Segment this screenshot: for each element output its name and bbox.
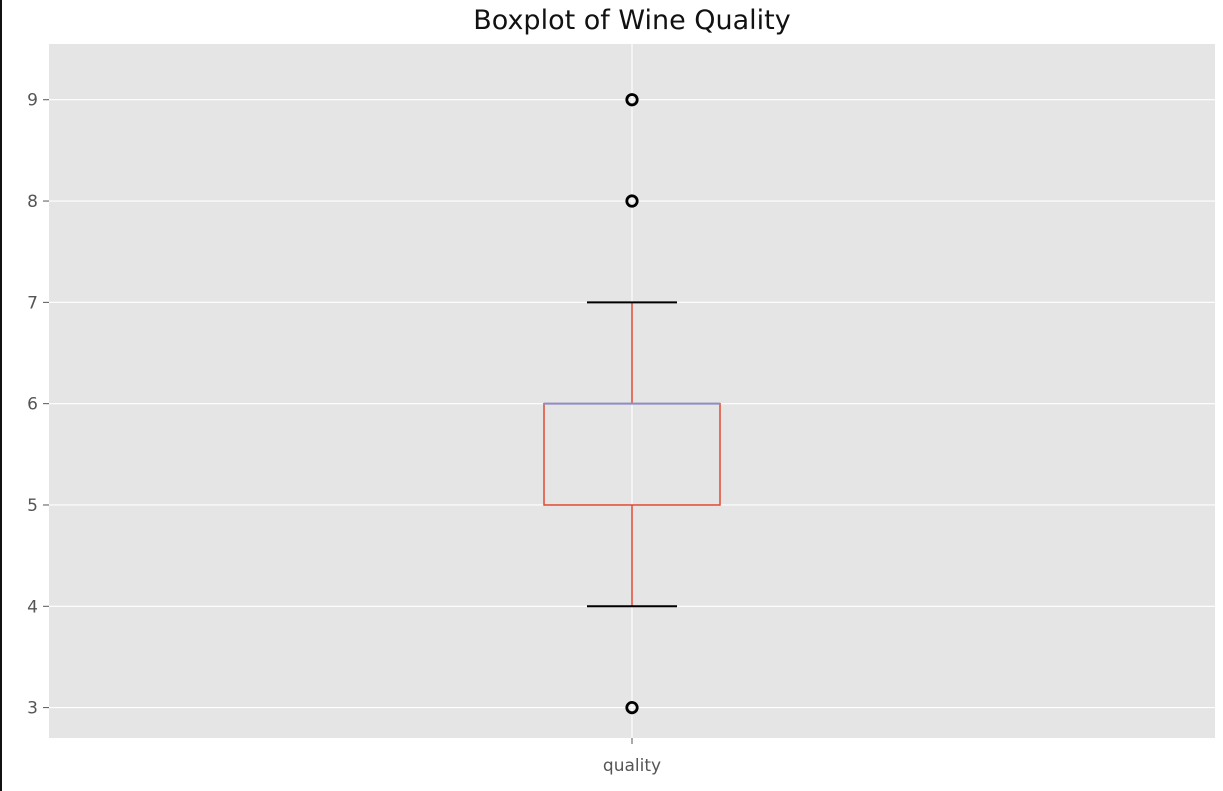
axes: 3 4 5 6 7 8 9 quality xyxy=(27,91,661,776)
outlier-point xyxy=(625,701,639,715)
y-tick-label: 6 xyxy=(27,395,38,415)
outlier-point xyxy=(625,93,639,107)
box-quality xyxy=(543,93,721,715)
outlier-point xyxy=(625,194,639,208)
y-tick-label: 8 xyxy=(27,192,38,212)
chart-title: Boxplot of Wine Quality xyxy=(473,5,791,36)
y-tick-label: 3 xyxy=(27,699,38,719)
x-tick-label: quality xyxy=(603,756,661,776)
y-tick-label: 5 xyxy=(27,496,38,516)
box-group xyxy=(543,93,721,715)
y-tick-label: 7 xyxy=(27,293,38,313)
y-tick-label: 4 xyxy=(27,597,38,617)
y-tick-label: 9 xyxy=(27,91,38,111)
